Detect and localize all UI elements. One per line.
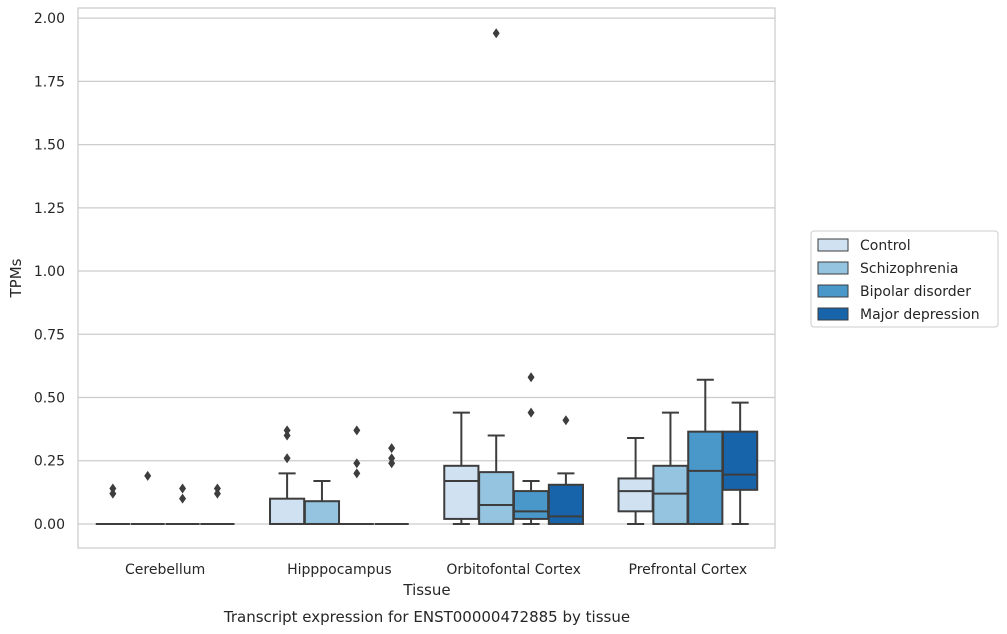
box-body: [687, 430, 724, 525]
y-tick-label: 1.50: [34, 138, 65, 154]
outlier-point: [527, 372, 535, 383]
outlier-point: [492, 28, 500, 39]
outlier-point: [213, 488, 221, 499]
x-axis-label: Tissue: [402, 581, 450, 599]
box-3-2: [547, 415, 584, 525]
legend-swatch: [817, 261, 849, 275]
y-tick-labels: 0.00 0.25 0.50 0.75 1.00 1.25 1.50 1.75 2.00: [34, 11, 65, 533]
box-3-3: [722, 401, 759, 525]
y-axis-label: TPMs: [7, 258, 25, 298]
box-body: [652, 464, 689, 525]
box-0-2: [443, 411, 480, 525]
outlier-point: [109, 488, 117, 499]
outlier-point: [388, 458, 396, 469]
y-tick-label: 0.50: [34, 391, 65, 407]
legend-frame: [810, 230, 999, 328]
box-body: [547, 483, 584, 525]
plot-area: [78, 8, 775, 548]
outlier-point: [353, 458, 361, 469]
outlier-point: [283, 430, 291, 441]
box-body: [722, 430, 759, 491]
outlier-point: [527, 407, 535, 418]
box-2-3: [687, 378, 724, 525]
y-tick-label: 1.00: [34, 264, 65, 280]
x-tick-label: Cerebellum: [125, 562, 205, 578]
x-tick-label: Orbitofontal Cortex: [446, 562, 581, 578]
y-tick-label: 1.75: [34, 74, 65, 90]
legend-label: Schizophrenia: [860, 261, 958, 277]
outlier-point: [144, 470, 152, 481]
y-tick-label: 2.00: [34, 11, 65, 27]
legend: Control Schizophrenia Bipolar disorder Majo…: [810, 230, 999, 328]
outlier-point: [179, 483, 187, 494]
box-body: [443, 464, 480, 520]
box-body: [269, 497, 306, 525]
legend-swatch: [817, 307, 849, 321]
plot-frame: [77, 7, 776, 549]
box-3-1: [374, 443, 409, 525]
box-body: [303, 500, 341, 525]
outlier-point: [388, 443, 396, 454]
box-1-2: [478, 28, 515, 525]
y-tick-label: 1.25: [34, 201, 65, 217]
legend-item: Schizophrenia: [817, 261, 958, 277]
box-0-3: [617, 436, 654, 525]
legend-label: Bipolar disorder: [860, 284, 971, 300]
outlier-point: [283, 425, 291, 436]
outlier-point: [283, 453, 291, 464]
outlier-point: [353, 425, 361, 436]
box-body: [478, 471, 515, 525]
outlier-point: [353, 468, 361, 479]
chart-title: Transcript expression for ENST0000047288…: [223, 608, 630, 626]
y-tick-label: 0.00: [34, 517, 65, 533]
box-series: [95, 28, 759, 525]
outlier-point: [388, 453, 396, 464]
y-tick-label: 0.75: [34, 327, 65, 343]
box-0-0: [95, 483, 130, 525]
legend-item: Major depression: [817, 307, 980, 323]
box-2-1: [339, 425, 374, 525]
x-tick-label: Hipppocampus: [287, 562, 392, 578]
outlier-point: [213, 483, 221, 494]
box-1-3: [652, 411, 689, 525]
legend-item: Bipolar disorder: [817, 284, 971, 300]
box-2-0: [165, 483, 200, 525]
box-1-0: [130, 470, 165, 525]
outlier-point: [179, 493, 187, 504]
box-body: [617, 477, 654, 513]
outlier-point: [562, 415, 570, 426]
legend-label: Major depression: [860, 307, 980, 323]
box-2-2: [512, 372, 550, 525]
box-body: [512, 490, 550, 520]
legend-item: Control: [817, 238, 911, 254]
box-3-0: [200, 483, 235, 525]
legend-swatch: [817, 284, 849, 298]
outlier-point: [109, 483, 117, 494]
x-tick-labels: Cerebellum Hipppocampus Orbitofontal Corte…: [125, 562, 747, 578]
y-tick-label: 0.25: [34, 454, 65, 470]
x-tick-label: Prefrontal Cortex: [629, 562, 748, 578]
box-1-1: [303, 479, 341, 525]
legend-label: Control: [860, 238, 911, 254]
legend-swatch: [817, 238, 849, 252]
